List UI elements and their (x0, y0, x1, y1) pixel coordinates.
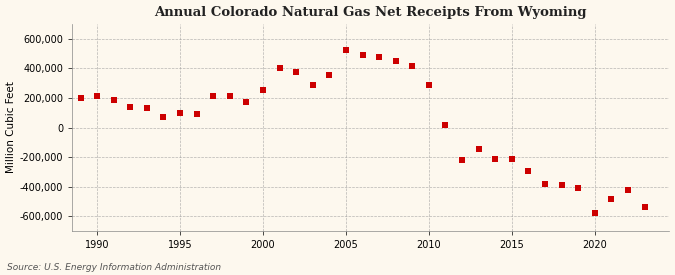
Point (225, 94, 236, 98)
Point (142, 106, 153, 111)
Point (191, 112, 202, 116)
Point (274, 66, 285, 70)
Point (539, 182, 550, 186)
Text: Source: U.S. Energy Information Administration: Source: U.S. Energy Information Administ… (7, 263, 221, 272)
Point (357, 53, 368, 57)
Point (556, 183, 567, 188)
Point (108, 98, 119, 102)
Point (506, 156, 517, 161)
Point (341, 48, 352, 52)
Point (440, 122, 451, 127)
Point (573, 186, 584, 190)
Point (291, 70, 302, 74)
Point (324, 73, 335, 77)
Point (241, 100, 252, 104)
Point (374, 55, 385, 59)
Point (158, 115, 169, 119)
Point (407, 64, 418, 68)
Point (457, 158, 468, 162)
Point (125, 104, 136, 109)
Point (523, 169, 534, 174)
Point (92, 94, 103, 98)
Point (307, 83, 318, 87)
Point (490, 157, 501, 161)
Title: Annual Colorado Natural Gas Net Receipts From Wyoming: Annual Colorado Natural Gas Net Receipts… (155, 6, 587, 18)
Y-axis label: Million Cubic Feet: Million Cubic Feet (5, 82, 16, 174)
Point (258, 87, 269, 92)
Point (175, 111, 186, 115)
Point (473, 147, 484, 151)
Point (622, 188, 633, 193)
Point (75, 96, 86, 100)
Point (390, 59, 401, 63)
Point (589, 211, 600, 216)
Point (208, 94, 219, 98)
Point (423, 82, 434, 87)
Point (639, 205, 650, 209)
Point (606, 196, 617, 201)
